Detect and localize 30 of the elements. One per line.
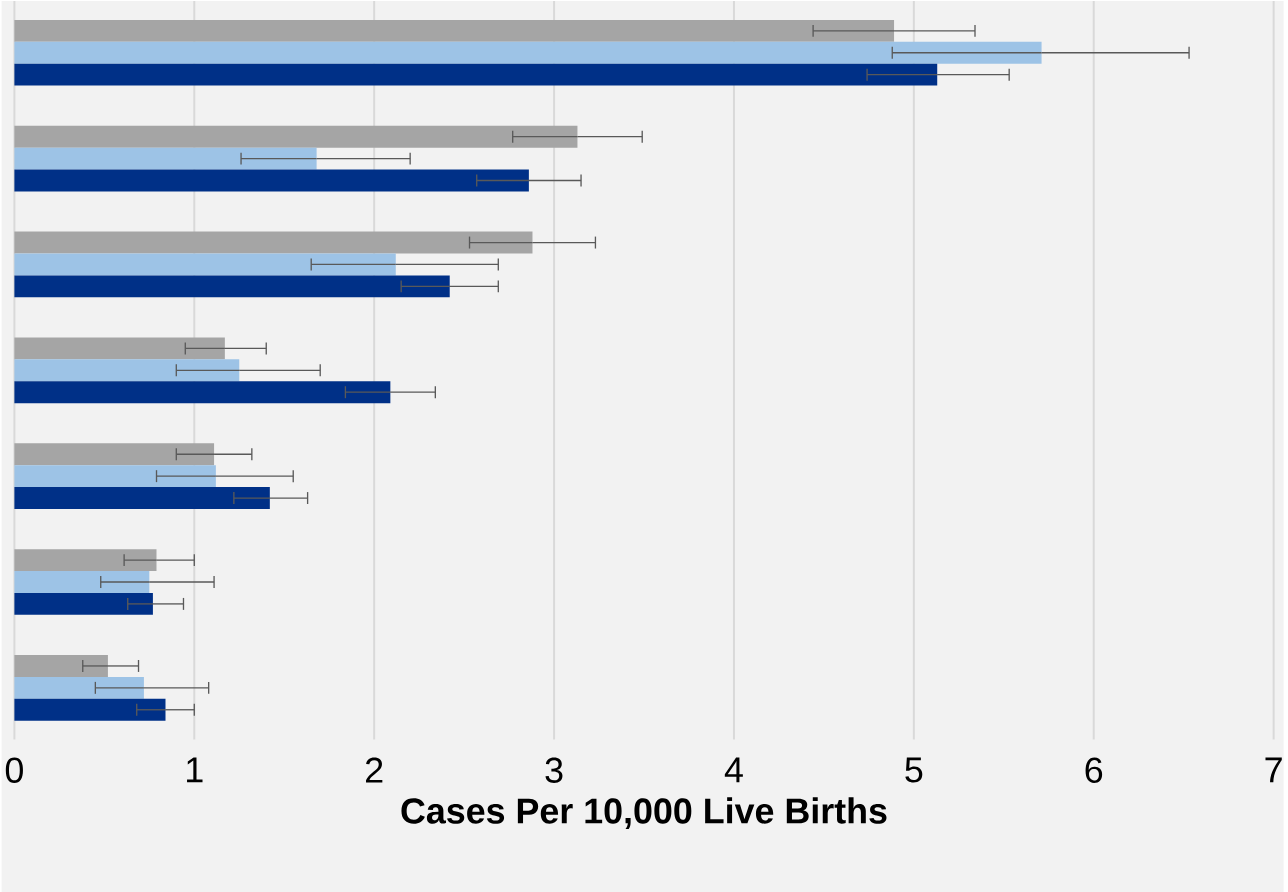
x-tick-label: 0 (5, 757, 23, 783)
bar (14, 443, 215, 466)
bar (14, 381, 391, 404)
bar (14, 698, 166, 721)
x-tick-label: 7 (1265, 757, 1282, 783)
bar (14, 231, 533, 254)
bar (14, 63, 938, 86)
bar (14, 571, 150, 593)
bar (14, 147, 317, 170)
bar (14, 41, 1042, 64)
bar (14, 655, 108, 677)
bar (14, 275, 450, 298)
bar (14, 359, 240, 382)
bar (14, 593, 153, 615)
x-axis-title: Cases Per 10,000 Live Births (401, 797, 887, 829)
bar (14, 253, 396, 276)
bar (14, 169, 529, 192)
x-tick-label: 4 (724, 757, 743, 783)
x-tick-label: 6 (1085, 757, 1103, 783)
bar (14, 487, 270, 510)
bar (14, 549, 157, 572)
bar (14, 337, 225, 360)
x-tick-label: 2 (366, 757, 383, 783)
bar (14, 676, 144, 699)
bar (14, 125, 578, 148)
bar (14, 19, 895, 42)
x-tick-label: 3 (545, 757, 563, 783)
bar (14, 465, 216, 488)
x-tick-label: 5 (905, 757, 923, 783)
x-tick-label: 1 (187, 757, 203, 783)
